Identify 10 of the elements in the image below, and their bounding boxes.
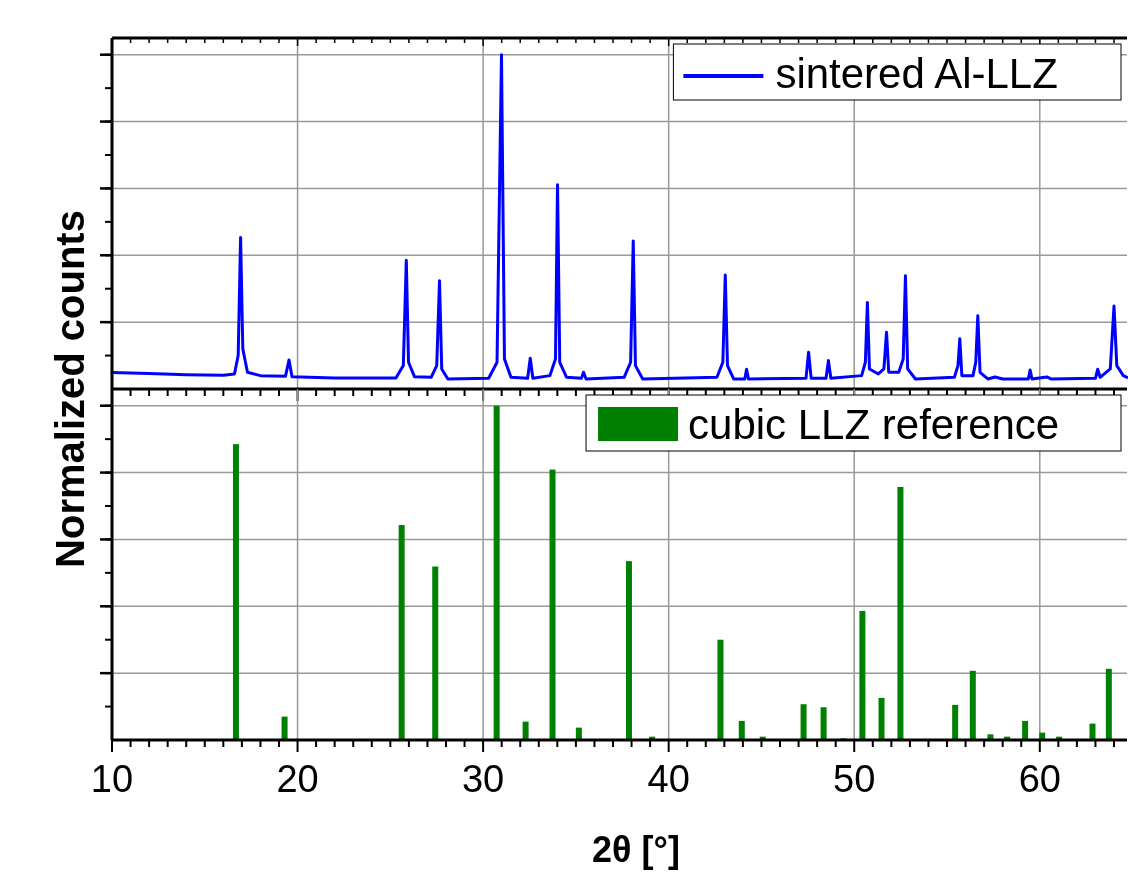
x-tick-label: 10	[90, 758, 134, 800]
x-tick-label: 30	[461, 758, 505, 800]
legend-label: sintered Al-LLZ	[775, 50, 1058, 97]
x-tick-label: 60	[1018, 758, 1061, 800]
x-axis-title: 2θ [°]	[592, 829, 680, 870]
y-axis-title: Normalized counts	[48, 210, 92, 568]
x-tick-label: 40	[647, 758, 690, 800]
legend-label: cubic LLZ reference	[688, 401, 1060, 448]
x-tick-label: 50	[833, 758, 876, 800]
x-tick-label: 20	[276, 758, 319, 800]
